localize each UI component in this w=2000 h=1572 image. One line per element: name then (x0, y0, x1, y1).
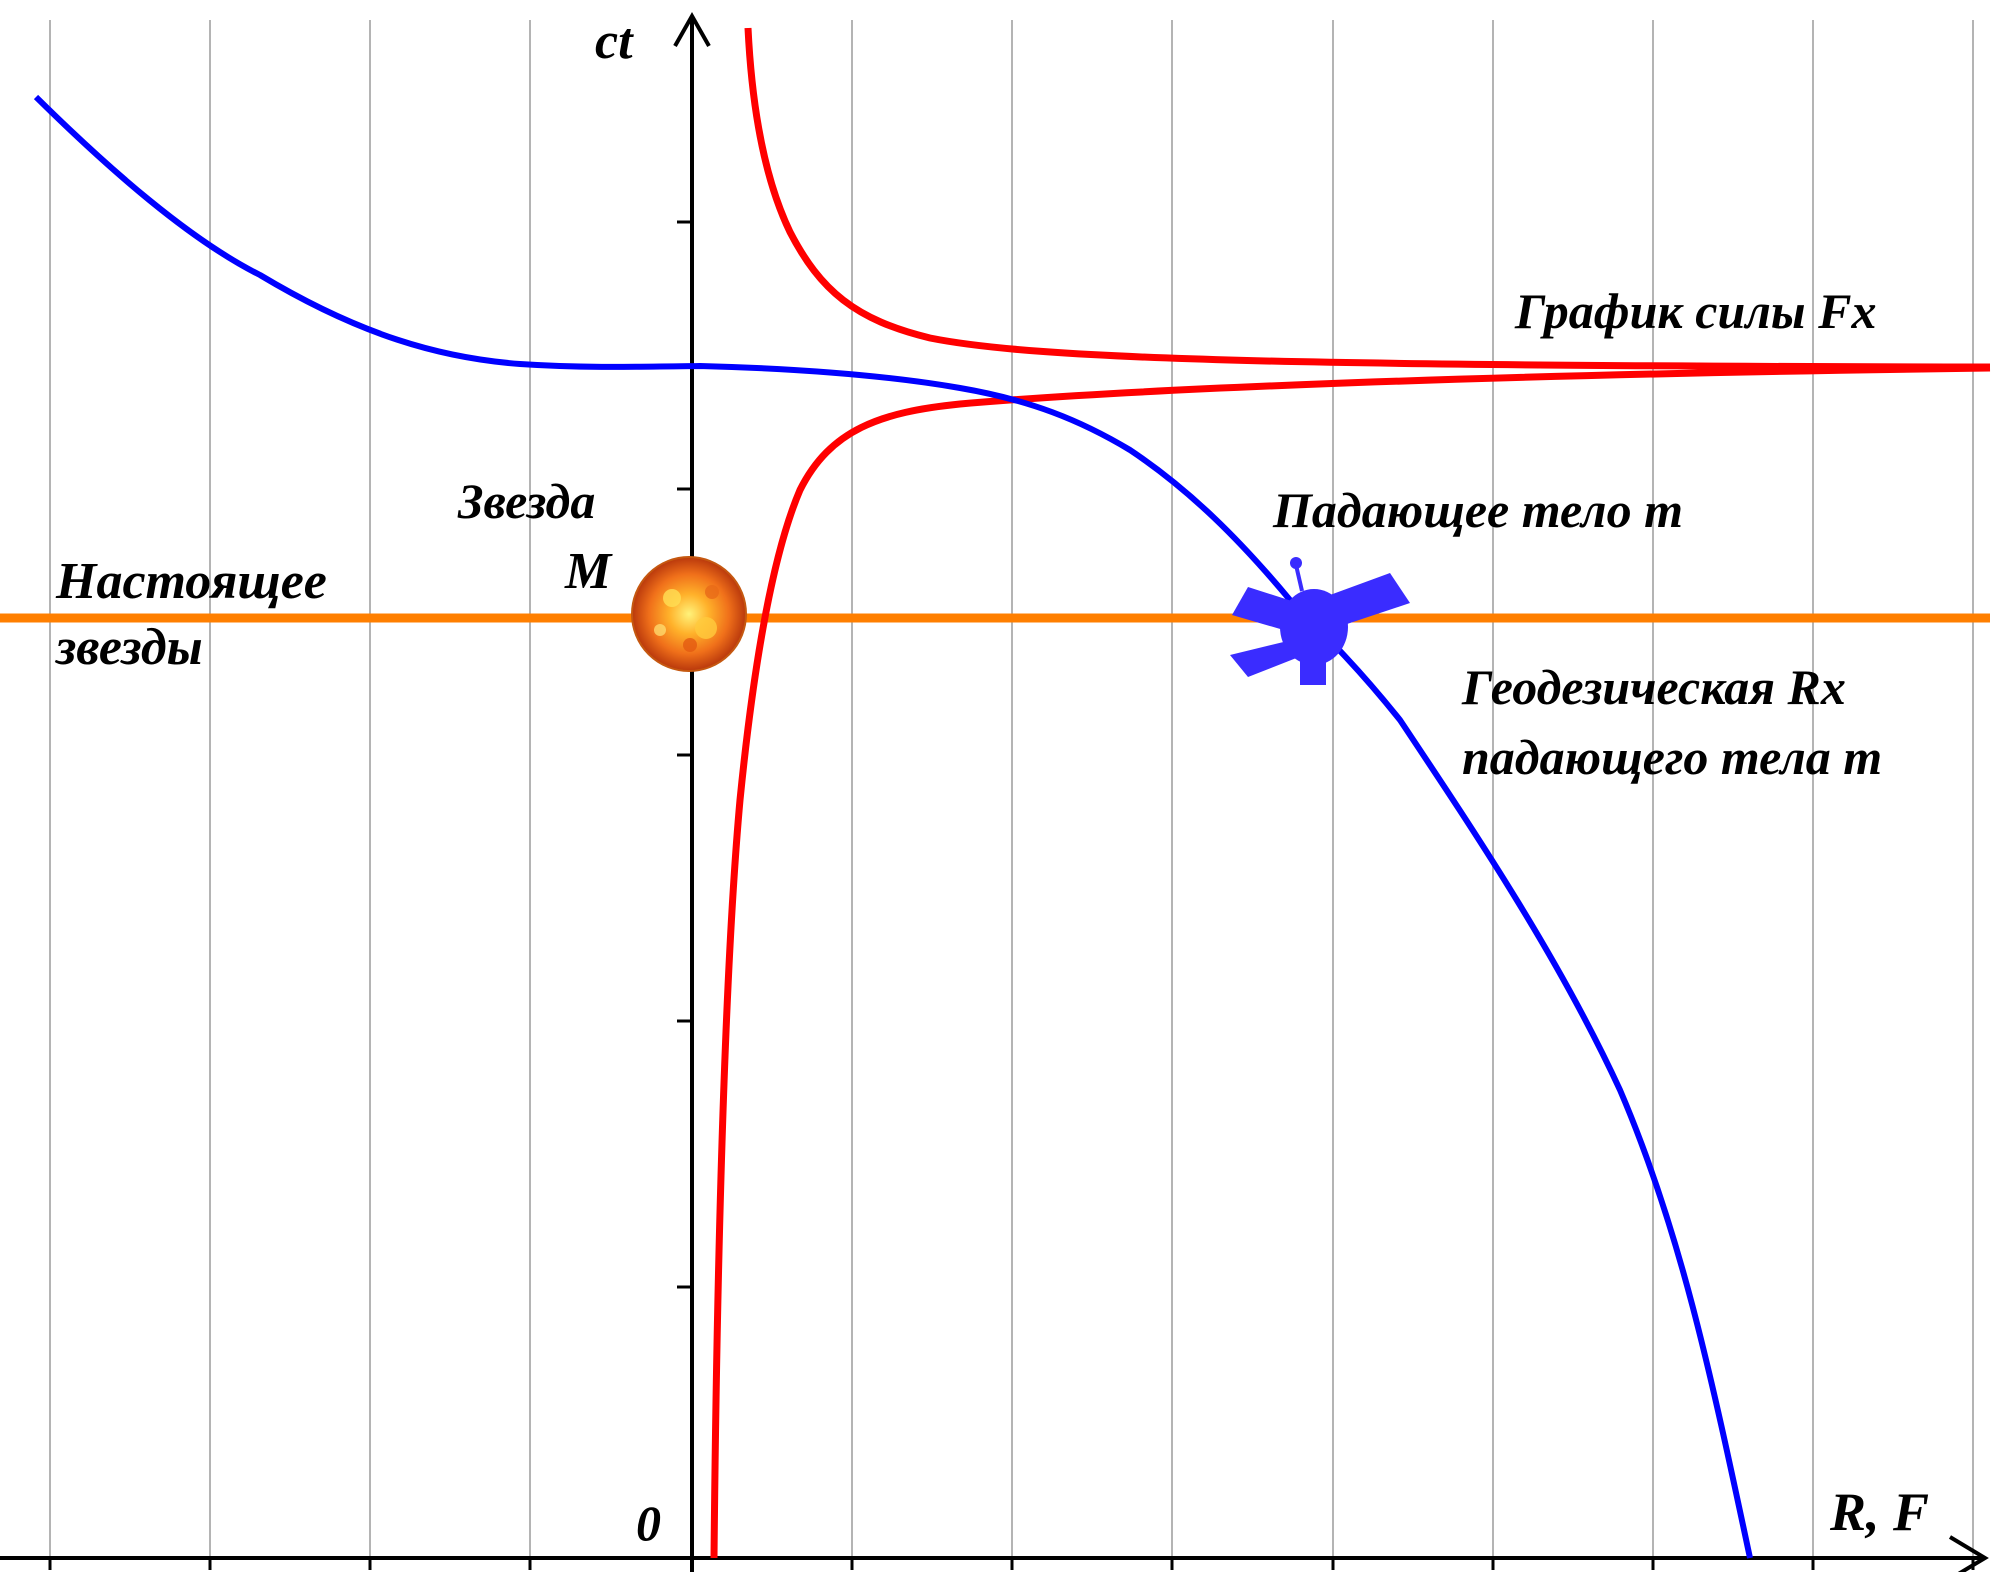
grid-lines (49, 20, 1974, 1558)
geodesic-label-line2: падающего тела m (1462, 729, 1882, 785)
falling-body-label: Падающее тело m (1272, 482, 1683, 538)
geodesic-curve (33, 94, 1753, 1559)
geodesic-label-line1: Геодезическая Rx (1461, 659, 1846, 715)
x-axis-arrow (1948, 1535, 1989, 1572)
present-label-line2: звезды (54, 619, 203, 676)
present-label-line1: Настоящее (55, 553, 327, 610)
origin-label: 0 (636, 1495, 661, 1551)
force-curve-lower (710, 364, 1991, 1559)
star-sun-icon (631, 556, 747, 672)
satellite-icon (1230, 557, 1410, 685)
star-mass-label: M (564, 543, 613, 600)
force-graph-label: График силы Fx (1514, 283, 1876, 339)
axis-ticks (48, 220, 1975, 1570)
y-axis-arrow (673, 11, 711, 47)
x-axis-label: R, F (1829, 1482, 1929, 1542)
star-label: Звезда (457, 473, 595, 529)
force-curve-upper (744, 27, 1991, 371)
y-axis-label: ct (595, 13, 634, 70)
